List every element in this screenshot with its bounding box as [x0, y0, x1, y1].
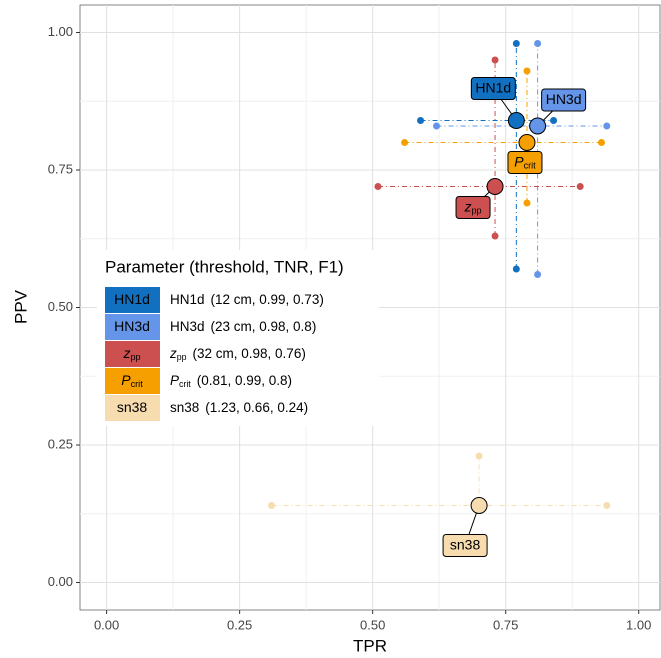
name: z — [122, 345, 130, 361]
error-end — [576, 183, 584, 190]
name: sn38 — [117, 399, 148, 415]
label-text: HN1d — [475, 79, 511, 95]
point — [486, 178, 504, 195]
label-text: HN3d (23 cm, 0.98, 0.8) — [170, 319, 316, 334]
label-text: HN1d (12 cm, 0.99, 0.73) — [170, 292, 324, 307]
y-tick-label: 0.75 — [48, 161, 73, 176]
subscript: crit — [524, 161, 537, 171]
error-end — [603, 122, 611, 130]
y-axis-title: PPV — [11, 289, 30, 324]
error-end — [417, 117, 425, 124]
point — [470, 497, 488, 514]
label-text: zpp (32 cm, 0.98, 0.76) — [169, 346, 306, 363]
error-end — [433, 122, 441, 130]
legend-key — [105, 395, 160, 421]
label-text: HN3d — [546, 91, 582, 107]
error-end — [534, 40, 542, 47]
legend-key — [105, 314, 160, 340]
label-text: Pcrit (0.81, 0.99, 0.8) — [170, 373, 292, 390]
name: sn38 — [170, 400, 199, 415]
label-text: HN3d — [114, 318, 150, 334]
subscript: pp — [177, 352, 187, 362]
legend-title: Parameter (threshold, TNR, F1) — [105, 257, 344, 276]
name: P — [170, 373, 179, 388]
name: z — [169, 346, 177, 361]
error-end — [401, 139, 409, 146]
label-text: Pcrit — [121, 372, 143, 390]
subscript: pp — [130, 352, 140, 362]
error-end — [523, 67, 531, 75]
legend-detail: (0.81, 0.99, 0.8) — [197, 373, 292, 388]
point-label-box — [507, 151, 543, 174]
name: P — [121, 372, 131, 388]
error-end — [523, 199, 531, 207]
y-tick-label: 1.00 — [48, 24, 73, 39]
label-text: HN1d — [114, 291, 150, 307]
legend-key — [105, 341, 160, 367]
legend-key — [105, 287, 160, 313]
point — [529, 117, 547, 135]
error-end — [603, 502, 611, 509]
label-text: zpp — [122, 345, 140, 363]
name: HN1d — [475, 79, 511, 95]
error-end — [550, 117, 558, 124]
error-end — [475, 452, 483, 460]
error-end — [512, 40, 520, 47]
name: HN3d — [114, 318, 150, 334]
legend-detail: (23 cm, 0.98, 0.8) — [211, 319, 317, 334]
legend-detail: (12 cm, 0.99, 0.73) — [211, 292, 324, 307]
point — [518, 134, 536, 151]
name: HN3d — [546, 91, 582, 107]
name: z — [463, 198, 471, 214]
x-tick-label: 1.00 — [626, 617, 651, 632]
point-label-box — [541, 88, 587, 112]
point-label-box — [470, 77, 516, 100]
error-end — [491, 232, 499, 240]
error-end — [512, 265, 520, 273]
label-text: sn38 — [450, 536, 481, 552]
legend-detail: (1.23, 0.66, 0.24) — [205, 400, 308, 415]
x-axis-title: TPR — [353, 636, 387, 655]
y-tick-label: 0.00 — [48, 574, 73, 589]
point-label-box — [455, 196, 491, 219]
point-label-box — [442, 534, 488, 557]
point — [507, 112, 525, 129]
y-tick-label: 0.25 — [48, 436, 73, 451]
label-text: sn38 — [117, 399, 148, 415]
label-text: zpp — [463, 198, 481, 216]
error-end — [534, 271, 542, 278]
error-end — [597, 139, 605, 146]
y-tick-label: 0.50 — [48, 299, 73, 314]
x-tick-label: 0.75 — [493, 617, 518, 632]
x-tick-label: 0.50 — [360, 617, 385, 632]
label-text: Pcrit — [514, 153, 536, 171]
name: P — [514, 153, 524, 169]
name: HN3d — [170, 319, 205, 334]
subscript: crit — [131, 379, 144, 389]
subscript: crit — [179, 379, 191, 389]
legend-key — [105, 368, 160, 394]
subscript: pp — [471, 206, 481, 216]
error-end — [374, 183, 382, 190]
name: HN1d — [114, 291, 150, 307]
name: sn38 — [450, 536, 481, 552]
error-end — [268, 502, 276, 509]
name: HN1d — [170, 292, 205, 307]
error-end — [491, 56, 499, 64]
x-tick-label: 0.25 — [227, 617, 252, 632]
x-tick-label: 0.00 — [94, 617, 119, 632]
label-text: sn38 (1.23, 0.66, 0.24) — [170, 400, 308, 415]
legend-detail: (32 cm, 0.98, 0.76) — [193, 346, 306, 361]
